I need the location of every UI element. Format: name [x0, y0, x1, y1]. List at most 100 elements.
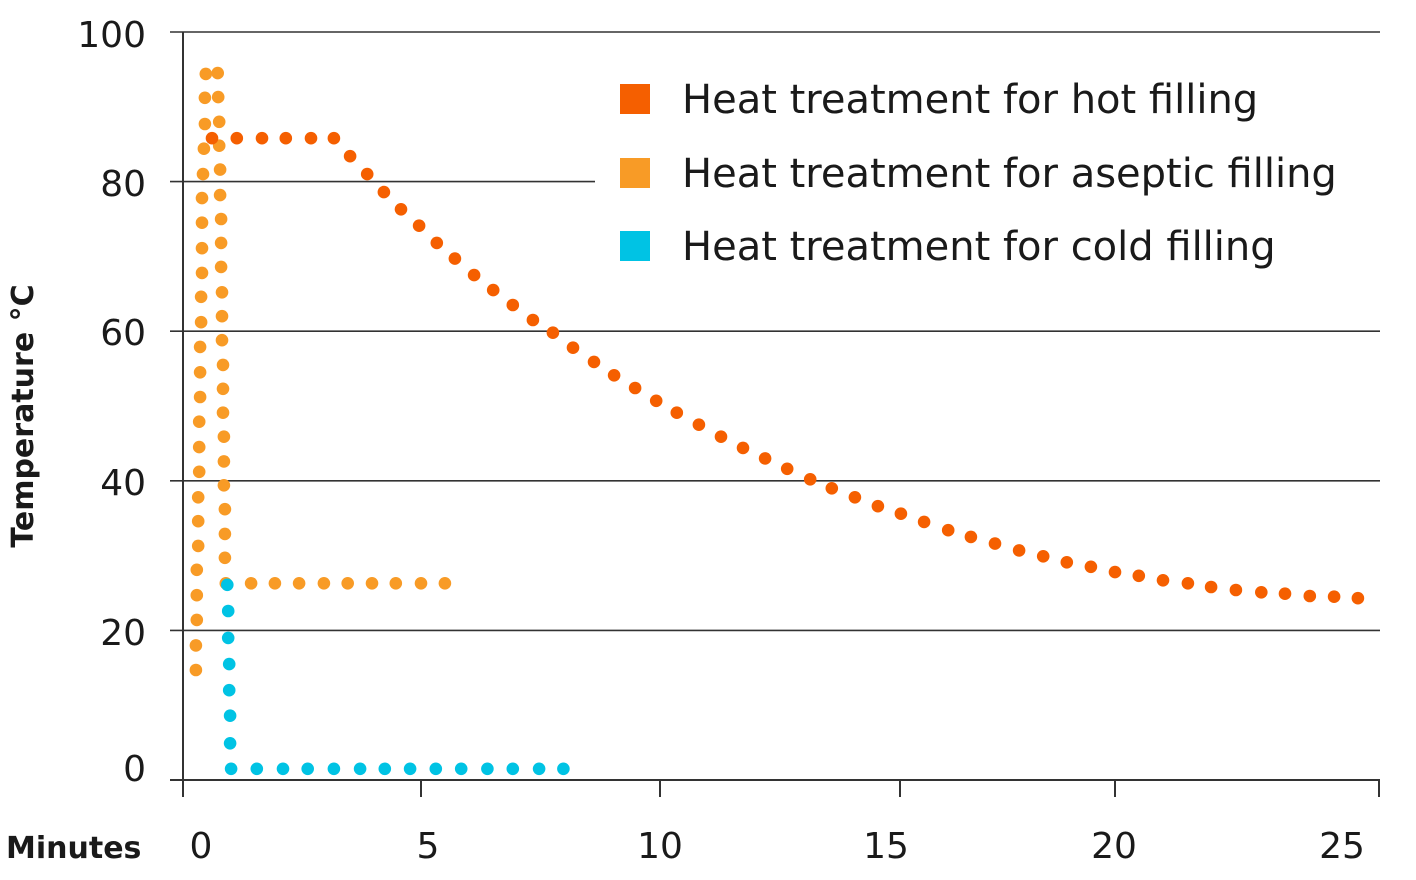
data-point-aseptic-filling — [244, 577, 258, 590]
data-point-aseptic-filling — [215, 286, 229, 299]
data-point-hot-filling — [412, 219, 426, 232]
data-point-hot-filling — [1204, 580, 1218, 594]
data-point-hot-filling — [360, 167, 374, 181]
data-point-hot-filling — [377, 185, 391, 199]
data-point-cold-filling — [403, 762, 417, 776]
y-axis-title: Temperature °C — [6, 284, 41, 547]
data-point-aseptic-filling — [191, 491, 205, 504]
data-point-aseptic-filling — [194, 290, 208, 304]
legend-label: Heat treatment for hot filling — [682, 77, 1258, 123]
x-tick-label: 5 — [417, 826, 440, 867]
data-point-aseptic-filling — [341, 577, 355, 590]
data-point-hot-filling — [628, 381, 642, 395]
data-point-cold-filling — [221, 631, 235, 645]
x-tick-label: 20 — [1091, 826, 1137, 867]
legend-background — [596, 60, 1396, 280]
y-tick-labels: 0 20 40 60 80 100 — [77, 15, 146, 790]
data-point-aseptic-filling — [189, 663, 203, 677]
data-point-aseptic-filling — [195, 266, 209, 280]
data-point-aseptic-filling — [196, 167, 210, 181]
data-point-hot-filling — [327, 131, 341, 145]
data-point-hot-filling — [1351, 591, 1365, 605]
data-point-aseptic-filling — [217, 455, 231, 468]
data-point-hot-filling — [230, 131, 244, 145]
data-point-aseptic-filling — [211, 90, 225, 104]
data-point-aseptic-filling — [195, 216, 209, 229]
data-point-hot-filling — [988, 537, 1002, 550]
data-point-hot-filling — [607, 369, 621, 382]
data-point-aseptic-filling — [193, 340, 207, 354]
data-point-cold-filling — [250, 762, 264, 776]
data-point-cold-filling — [532, 762, 546, 776]
data-point-cold-filling — [378, 762, 392, 776]
data-point-aseptic-filling — [192, 415, 206, 429]
legend-swatch — [620, 158, 650, 188]
legend-label: Heat treatment for aseptic filling — [682, 151, 1337, 197]
x-tick-label: 15 — [863, 826, 909, 867]
data-point-aseptic-filling — [365, 577, 379, 590]
data-point-aseptic-filling — [218, 502, 232, 516]
data-point-aseptic-filling — [191, 539, 205, 553]
data-point-aseptic-filling — [194, 315, 208, 329]
data-point-aseptic-filling — [216, 382, 230, 396]
legend-item-hot-filling: Heat treatment for hot filling — [620, 77, 1258, 123]
data-point-hot-filling — [343, 149, 357, 163]
data-point-hot-filling — [304, 131, 318, 145]
legend-item-aseptic-filling: Heat treatment for aseptic filling — [620, 151, 1337, 197]
data-point-hot-filling — [587, 355, 601, 369]
data-point-hot-filling — [941, 523, 955, 537]
legend-item-cold-filling: Heat treatment for cold filling — [620, 224, 1276, 270]
data-point-hot-filling — [566, 341, 580, 355]
data-point-aseptic-filling — [195, 241, 209, 255]
data-point-hot-filling — [255, 131, 269, 145]
x-tick-label: 25 — [1319, 826, 1365, 867]
data-point-aseptic-filling — [216, 406, 230, 420]
y-tick-label: 0 — [123, 749, 146, 790]
data-point-hot-filling — [917, 515, 931, 529]
data-point-aseptic-filling — [193, 366, 207, 379]
data-point-aseptic-filling — [190, 613, 204, 627]
data-point-hot-filling — [803, 473, 817, 486]
data-point-hot-filling — [205, 131, 219, 145]
y-tick-label: 100 — [77, 15, 146, 56]
data-point-aseptic-filling — [197, 142, 211, 155]
data-point-hot-filling — [649, 394, 663, 408]
data-point-aseptic-filling — [212, 115, 226, 129]
data-point-cold-filling — [221, 578, 234, 592]
data-point-aseptic-filling — [216, 358, 230, 372]
x-tick-marks — [182, 780, 1380, 797]
data-point-hot-filling — [506, 298, 520, 312]
legend-label: Heat treatment for cold filling — [682, 224, 1276, 270]
data-point-aseptic-filling — [193, 390, 207, 404]
data-point-cold-filling — [301, 762, 315, 776]
data-point-aseptic-filling — [190, 563, 204, 577]
data-point-aseptic-filling — [198, 91, 212, 105]
data-point-aseptic-filling — [191, 514, 205, 528]
data-point-aseptic-filling — [214, 236, 228, 250]
data-point-hot-filling — [1303, 589, 1317, 603]
y-tick-label: 40 — [100, 463, 146, 504]
data-point-aseptic-filling — [317, 577, 331, 590]
data-point-hot-filling — [1181, 577, 1195, 590]
data-point-aseptic-filling — [438, 577, 452, 590]
legend-swatch — [620, 84, 650, 114]
data-point-hot-filling — [486, 283, 500, 297]
data-point-aseptic-filling — [292, 577, 306, 590]
data-point-aseptic-filling — [215, 309, 229, 323]
data-point-cold-filling — [327, 762, 341, 776]
data-point-aseptic-filling — [214, 260, 228, 274]
x-tick-label: 10 — [637, 826, 683, 867]
legend-swatch — [620, 231, 650, 261]
y-tick-label: 20 — [100, 613, 146, 654]
data-point-hot-filling — [780, 462, 794, 476]
data-point-aseptic-filling — [214, 212, 228, 226]
data-point-cold-filling — [276, 762, 290, 776]
data-point-cold-filling — [557, 762, 570, 776]
data-point-aseptic-filling — [213, 163, 227, 176]
data-point-hot-filling — [692, 418, 706, 432]
data-point-hot-filling — [430, 236, 444, 250]
data-point-cold-filling — [222, 683, 236, 697]
data-point-hot-filling — [825, 482, 839, 495]
data-point-aseptic-filling — [192, 440, 206, 454]
